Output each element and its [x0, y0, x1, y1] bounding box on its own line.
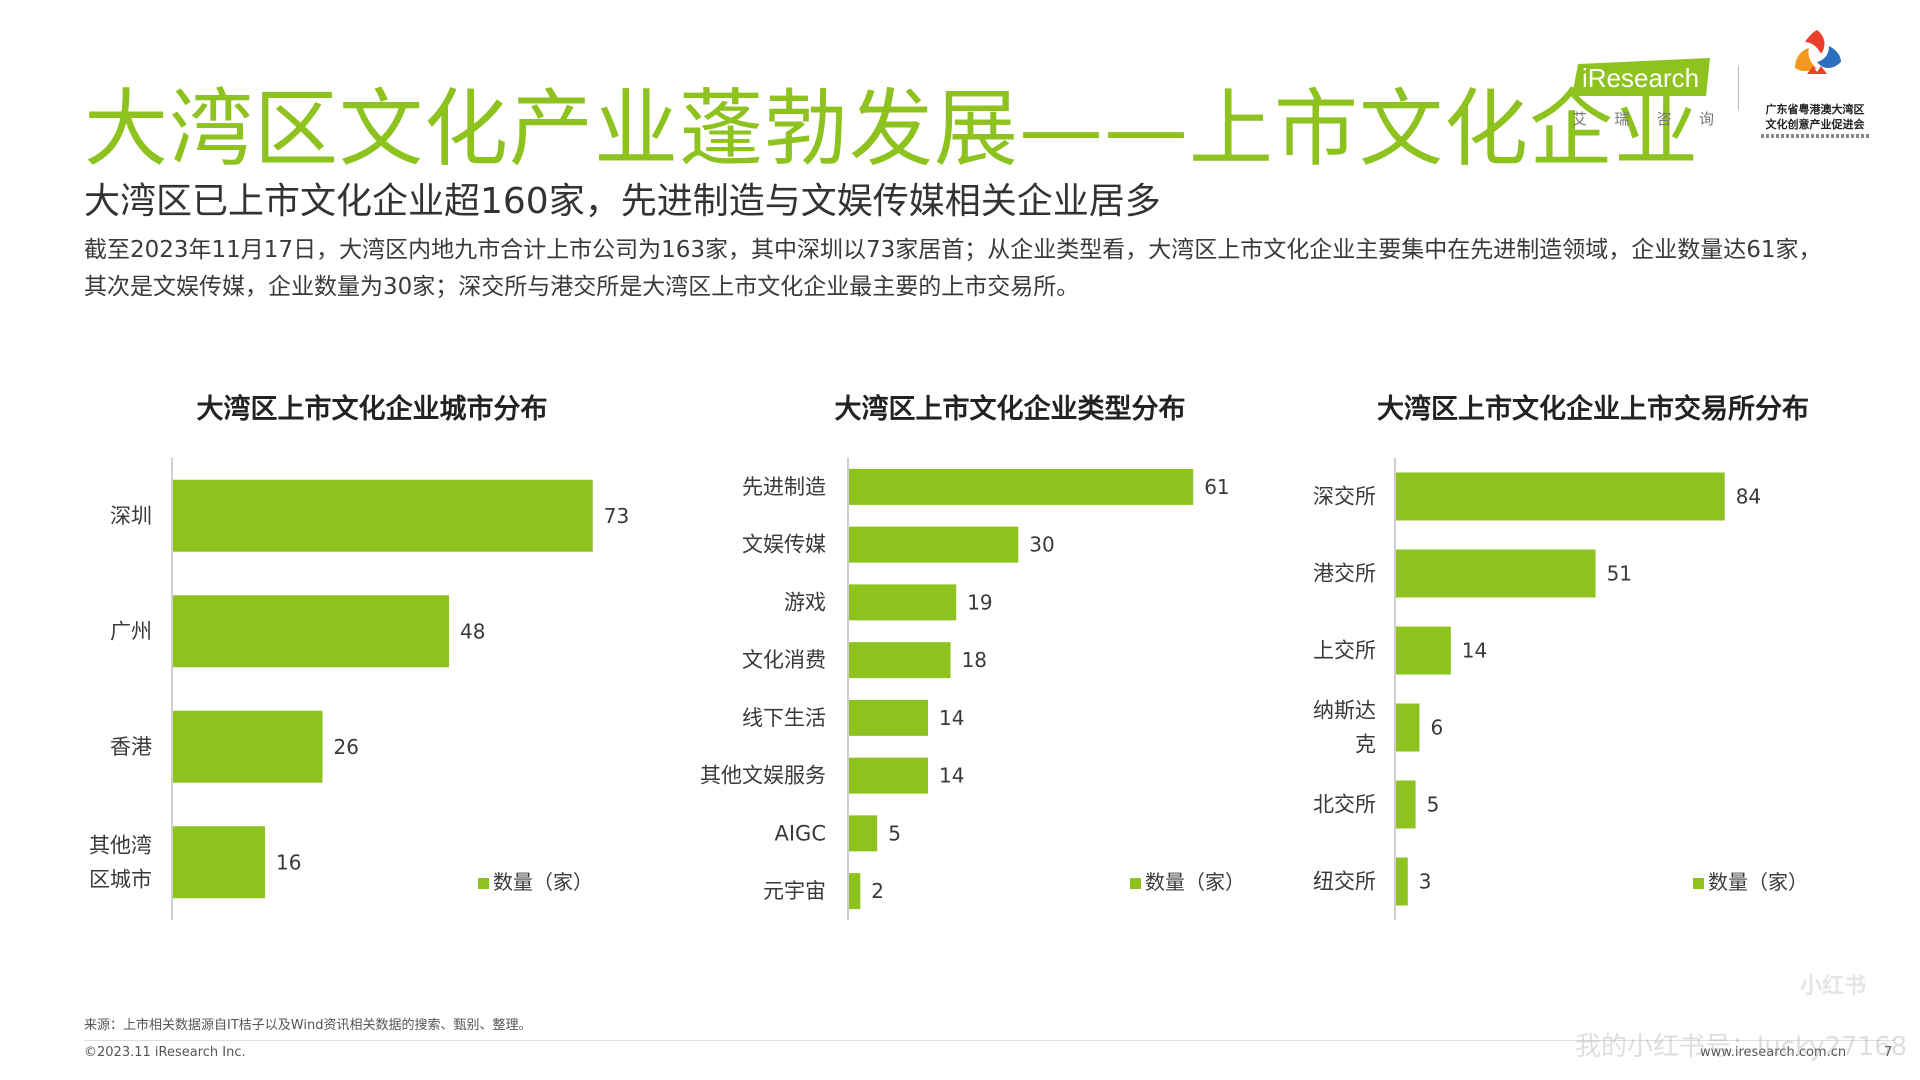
- bar-value-label: 5: [888, 821, 901, 845]
- bar-value-label: 73: [604, 504, 629, 528]
- chart-bar: [1396, 857, 1408, 906]
- bar-value-label: 18: [962, 648, 987, 672]
- category-label: 上交所: [1313, 639, 1376, 663]
- chart-bar: [173, 479, 593, 552]
- category-label: 深交所: [1313, 485, 1376, 509]
- category-label: AIGC: [775, 821, 827, 845]
- gd-association-name: 广东省粤港澳大湾区 文化创意产业促进会: [1755, 102, 1875, 132]
- category-label: 先进制造: [742, 475, 826, 499]
- chart-bar: [849, 873, 861, 910]
- bar-value-label: 48: [460, 619, 485, 643]
- iresearch-logo: iResearch: [1572, 54, 1714, 126]
- chart-bar: [1396, 472, 1725, 521]
- category-label: 港交所: [1313, 562, 1376, 586]
- chart-bar: [173, 710, 323, 783]
- bar-value-label: 61: [1204, 475, 1229, 499]
- legend-swatch: [1130, 878, 1141, 889]
- category-label: 游戏: [784, 590, 826, 614]
- bar-value-label: 19: [967, 590, 992, 614]
- iresearch-cn-char: 咨: [1656, 110, 1672, 128]
- chart-title: 大湾区上市文化企业城市分布: [197, 393, 548, 425]
- chart-bar: [849, 526, 1019, 563]
- legend-label: 数量（家）: [493, 870, 593, 894]
- category-label: 其他湾: [89, 833, 152, 857]
- footer-divider: [84, 1040, 1894, 1041]
- gd-name-line: 文化创意产业促进会: [1765, 118, 1865, 131]
- chart-bar: [1396, 626, 1451, 675]
- iresearch-cn-char: 艾: [1572, 110, 1588, 128]
- description-text: 截至2023年11月17日，大湾区内地九市合计上市公司为163家，其中深圳以73…: [84, 237, 1822, 300]
- category-label: 区城市: [89, 867, 152, 891]
- bar-value-label: 6: [1430, 716, 1443, 740]
- chart-title: 大湾区上市文化企业上市交易所分布: [1377, 393, 1809, 425]
- category-label: 线下生活: [742, 706, 826, 730]
- category-label: 文娱传媒: [742, 533, 826, 557]
- chart-title: 大湾区上市文化企业类型分布: [835, 393, 1186, 425]
- category-label: 文化消费: [742, 648, 826, 672]
- iresearch-cn-name: 艾 瑞 咨 询: [1572, 108, 1714, 129]
- gd-name-line: 广东省粤港澳大湾区: [1765, 103, 1865, 116]
- page-title: 大湾区文化产业蓬勃发展——上市文化企业: [84, 80, 1700, 178]
- watermark-text: 我的小红书号：lucky27168: [1575, 1032, 1908, 1062]
- category-label: 其他文娱服务: [700, 764, 826, 788]
- chart-bar: [849, 699, 928, 736]
- chart-bar: [849, 642, 951, 679]
- bar-value-label: 5: [1427, 793, 1440, 817]
- bar-value-label: 3: [1419, 870, 1432, 894]
- category-label: 北交所: [1313, 793, 1376, 817]
- legend-label: 数量（家）: [1145, 870, 1245, 894]
- category-label: 纽交所: [1313, 870, 1376, 894]
- gd-association-logo: 广东省粤港澳大湾区 文化创意产业促进会: [1755, 28, 1875, 148]
- bar-value-label: 14: [939, 706, 964, 730]
- bar-value-label: 51: [1607, 562, 1632, 586]
- category-label: 克: [1355, 733, 1376, 757]
- legend-swatch: [478, 878, 489, 889]
- chart-bar: [849, 815, 878, 852]
- page-number: 7: [1884, 1045, 1893, 1060]
- gd-emblem-icon: [1795, 30, 1841, 74]
- chart-bar: [849, 468, 1194, 505]
- iresearch-cn-char: 询: [1698, 110, 1714, 128]
- iresearch-logo-mark: iResearch: [1572, 58, 1710, 96]
- chart-bar: [1396, 549, 1596, 598]
- chart-bar: [173, 595, 449, 668]
- bar-value-label: 30: [1029, 533, 1054, 557]
- chart-bar: [1396, 780, 1416, 829]
- category-label: 深圳: [110, 504, 152, 528]
- bar-value-label: 26: [334, 735, 359, 759]
- iresearch-logo-text: iResearch: [1582, 63, 1699, 93]
- category-label: 纳斯达: [1313, 699, 1376, 723]
- category-label: 元宇宙: [763, 879, 826, 903]
- chart-bar: [849, 584, 957, 621]
- website-link[interactable]: www.iresearch.com.cn: [1700, 1045, 1847, 1060]
- watermark-logo: 小红书: [1800, 974, 1867, 999]
- bar-value-label: 16: [276, 850, 301, 874]
- bar-value-label: 84: [1736, 485, 1761, 509]
- iresearch-cn-char: 瑞: [1614, 110, 1630, 128]
- category-label: 香港: [110, 735, 152, 759]
- gd-english-name: [1761, 134, 1869, 138]
- page-subtitle: 大湾区已上市文化企业超160家，先进制造与文娱传媒相关企业居多: [84, 181, 1161, 222]
- bar-value-label: 2: [871, 879, 884, 903]
- logo-divider: [1738, 66, 1739, 110]
- chart-bar: [1396, 703, 1420, 752]
- bar-value-label: 14: [939, 764, 964, 788]
- chart-bar: [849, 757, 928, 794]
- chart-bar: [173, 826, 265, 899]
- category-label: 广州: [110, 619, 152, 643]
- legend-swatch: [1693, 878, 1704, 889]
- copyright-text: ©2023.11 iResearch Inc.: [84, 1045, 246, 1060]
- legend-label: 数量（家）: [1708, 870, 1808, 894]
- source-note: 来源：上市相关数据源自IT桔子以及Wind资讯相关数据的搜索、甄别、整理。: [84, 1018, 532, 1033]
- bar-value-label: 14: [1462, 639, 1487, 663]
